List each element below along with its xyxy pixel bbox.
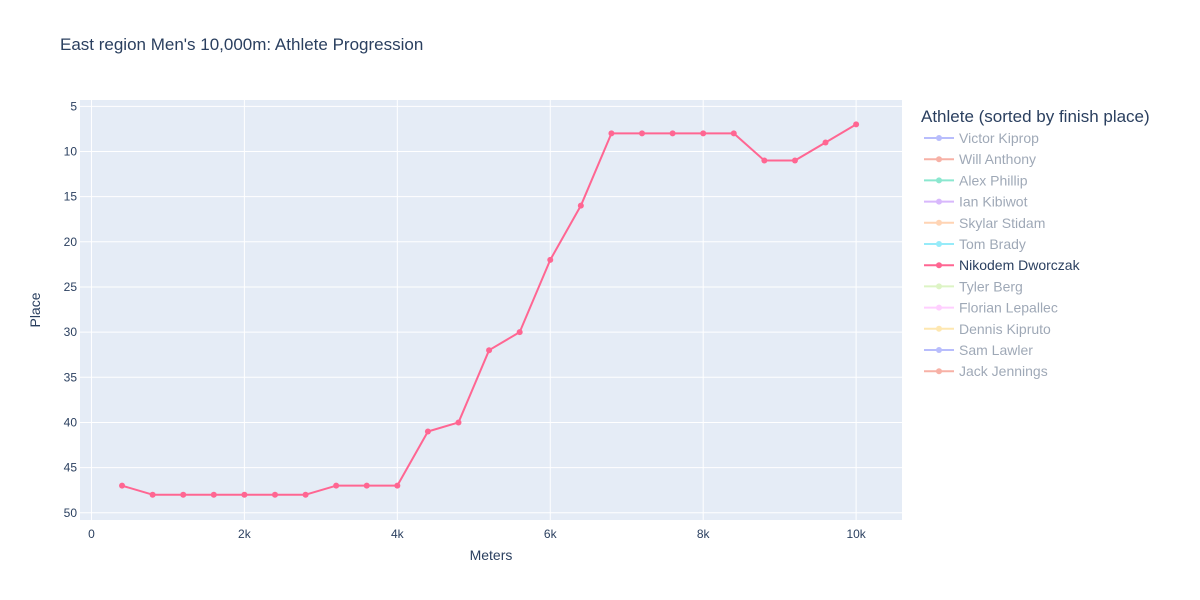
x-tick-label: 6k: [544, 527, 558, 541]
x-tick-label: 0: [88, 527, 95, 541]
x-axis: 0 2k 4k 6k 8k 10k: [88, 527, 867, 541]
x-tick-label: 4k: [391, 527, 405, 541]
legend-marker: [936, 325, 942, 332]
legend-item[interactable]: Dennis Kipruto: [924, 321, 1051, 337]
data-point[interactable]: [669, 130, 676, 137]
legend-marker: [936, 283, 942, 290]
legend-marker: [936, 347, 942, 353]
legend-label: Tom Brady: [959, 236, 1026, 252]
legend-marker: [936, 368, 942, 375]
data-point[interactable]: [394, 482, 401, 489]
legend-marker: [936, 177, 942, 184]
x-tick-label: 10k: [846, 527, 866, 541]
data-point[interactable]: [333, 482, 340, 489]
data-point[interactable]: [455, 419, 462, 426]
data-point[interactable]: [180, 491, 187, 498]
series-6: [119, 121, 860, 498]
legend-label: Nikodem Dworczak: [959, 257, 1081, 273]
y-tick-label: 50: [64, 506, 78, 520]
data-point[interactable]: [639, 130, 646, 137]
chart-title: East region Men's 10,000m: Athlete Progr…: [60, 35, 423, 54]
legend-label: Dennis Kipruto: [959, 321, 1051, 337]
grid: [80, 100, 902, 520]
legend-marker: [936, 304, 942, 311]
y-tick-label: 15: [64, 190, 78, 204]
plot-background: [80, 100, 902, 520]
legend-item[interactable]: Jack Jennings: [924, 363, 1048, 379]
y-tick-label: 40: [64, 415, 78, 429]
legend-item[interactable]: Alex Phillip: [924, 172, 1028, 188]
legend-marker: [936, 135, 942, 141]
data-point[interactable]: [791, 157, 798, 164]
data-point[interactable]: [761, 157, 768, 164]
legend-marker: [936, 241, 942, 247]
y-axis: 5 10 15 20 25 30 35 40 45 50: [64, 99, 78, 519]
data-point[interactable]: [822, 139, 829, 146]
y-tick-label: 25: [64, 280, 78, 294]
y-tick-label: 45: [64, 461, 78, 475]
data-point[interactable]: [516, 329, 523, 336]
legend-label: Tyler Berg: [959, 278, 1023, 294]
legend-label: Ian Kibiwot: [959, 194, 1028, 210]
legend-item[interactable]: Will Anthony: [924, 151, 1036, 167]
legend-item[interactable]: Sam Lawler: [924, 342, 1033, 358]
legend-label: Alex Phillip: [959, 172, 1028, 188]
legend-label: Victor Kiprop: [959, 130, 1039, 146]
x-tick-label: 8k: [697, 527, 711, 541]
y-tick-label: 20: [64, 235, 78, 249]
data-point[interactable]: [547, 256, 554, 263]
y-axis-title: Place: [27, 292, 43, 327]
legend-label: Skylar Stidam: [959, 215, 1045, 231]
data-point[interactable]: [700, 130, 707, 137]
data-point[interactable]: [730, 130, 737, 137]
data-point[interactable]: [853, 121, 860, 128]
legend-marker: [936, 262, 942, 269]
legend-label: Florian Lepallec: [959, 300, 1058, 316]
legend-item[interactable]: Skylar Stidam: [924, 215, 1045, 231]
data-point[interactable]: [271, 491, 278, 498]
data-point[interactable]: [424, 428, 431, 435]
y-tick-label: 5: [70, 99, 77, 113]
data-point[interactable]: [363, 482, 370, 489]
x-tick-label: 2k: [238, 527, 252, 541]
data-point[interactable]: [608, 130, 615, 137]
data-point[interactable]: [119, 482, 126, 489]
series-layer: [119, 121, 860, 498]
data-point[interactable]: [149, 491, 156, 498]
legend-label: Will Anthony: [959, 151, 1036, 167]
data-point[interactable]: [241, 491, 248, 498]
y-tick-label: 10: [64, 144, 78, 158]
legend-label: Jack Jennings: [959, 363, 1048, 379]
legend-item[interactable]: Ian Kibiwot: [924, 194, 1028, 210]
data-point[interactable]: [302, 491, 309, 498]
legend-item[interactable]: Victor Kiprop: [924, 130, 1039, 146]
data-point[interactable]: [210, 491, 217, 498]
legend[interactable]: Victor Kiprop Will Anthony Alex Phillip Ian…: [924, 130, 1081, 379]
legend-title: Athlete (sorted by finish place): [921, 107, 1150, 126]
legend-label: Sam Lawler: [959, 342, 1033, 358]
y-tick-label: 35: [64, 370, 78, 384]
legend-item[interactable]: Nikodem Dworczak: [924, 257, 1081, 273]
x-axis-title: Meters: [470, 547, 513, 563]
legend-item[interactable]: Tyler Berg: [924, 278, 1023, 294]
legend-marker: [936, 219, 942, 226]
legend-item[interactable]: Florian Lepallec: [924, 300, 1058, 316]
legend-marker: [936, 156, 942, 163]
legend-item[interactable]: Tom Brady: [924, 236, 1026, 252]
legend-marker: [936, 198, 942, 205]
data-point[interactable]: [486, 347, 493, 354]
y-tick-label: 30: [64, 325, 78, 339]
data-point[interactable]: [577, 202, 584, 209]
